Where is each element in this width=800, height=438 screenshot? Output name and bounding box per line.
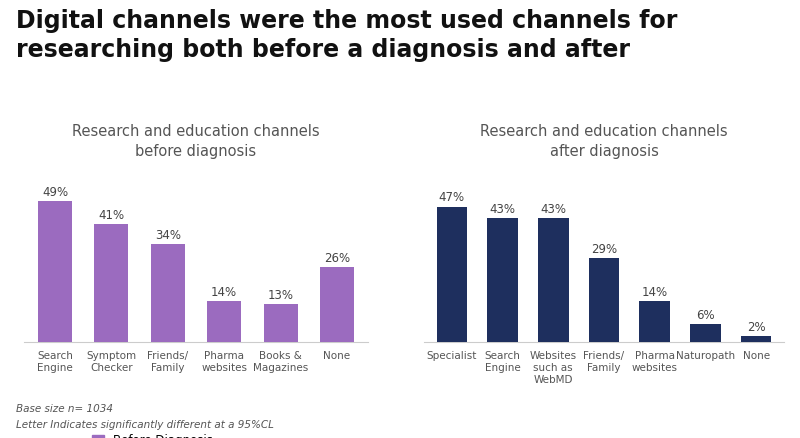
Bar xyxy=(94,224,128,342)
Bar xyxy=(589,258,619,342)
Text: 14%: 14% xyxy=(211,286,238,299)
Bar xyxy=(487,218,518,342)
Bar xyxy=(639,301,670,342)
Bar xyxy=(690,325,721,342)
Bar xyxy=(264,304,298,342)
Text: 13%: 13% xyxy=(267,289,294,302)
Bar xyxy=(151,244,185,342)
Bar xyxy=(437,207,467,342)
Text: Letter Indicates significantly different at a 95%CL: Letter Indicates significantly different… xyxy=(16,420,274,430)
Text: Digital channels were the most used channels for
researching both before a diagn: Digital channels were the most used chan… xyxy=(16,9,678,61)
Title: Research and education channels
before diagnosis: Research and education channels before d… xyxy=(72,124,320,159)
Title: Research and education channels
after diagnosis: Research and education channels after di… xyxy=(480,124,728,159)
Text: 49%: 49% xyxy=(42,186,68,199)
Text: 29%: 29% xyxy=(591,243,617,256)
Text: Base size n= 1034: Base size n= 1034 xyxy=(16,404,113,414)
Text: 43%: 43% xyxy=(490,203,515,216)
Bar xyxy=(38,201,72,342)
Bar xyxy=(538,218,569,342)
Text: 26%: 26% xyxy=(324,252,350,265)
Bar xyxy=(320,267,354,342)
Legend: Before Diagnosis: Before Diagnosis xyxy=(92,434,213,438)
Text: 6%: 6% xyxy=(696,309,714,322)
Bar xyxy=(741,336,771,342)
Bar xyxy=(207,301,241,342)
Text: 2%: 2% xyxy=(747,321,766,334)
Text: 34%: 34% xyxy=(155,229,181,242)
Text: 47%: 47% xyxy=(439,191,465,205)
Text: 41%: 41% xyxy=(98,208,125,222)
Text: 14%: 14% xyxy=(642,286,668,299)
Text: 43%: 43% xyxy=(540,203,566,216)
